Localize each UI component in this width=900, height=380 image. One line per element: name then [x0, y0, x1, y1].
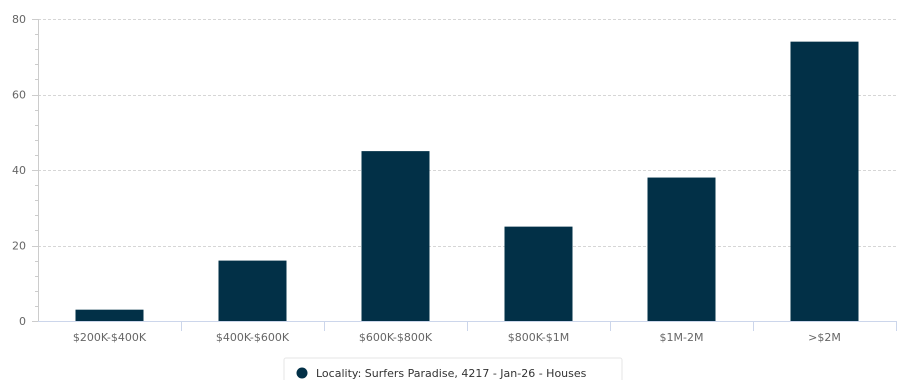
grid-layer: [38, 19, 896, 247]
x-tick-label: $600K-$800K: [359, 331, 433, 344]
x-tick-label: $200K-$400K: [73, 331, 147, 344]
x-tick-label: >$2M: [808, 331, 841, 344]
bar[interactable]: [75, 309, 144, 321]
bar[interactable]: [504, 226, 573, 321]
x-tick-label: $800K-$1M: [508, 331, 570, 344]
legend-label: Locality: Surfers Paradise, 4217 - Jan-2…: [316, 367, 587, 380]
y-tick-label: 0: [19, 315, 26, 328]
x-tick-label: $1M-2M: [660, 331, 704, 344]
x-tick-label: $400K-$600K: [216, 331, 290, 344]
bar[interactable]: [218, 260, 287, 321]
axis-layer: [32, 19, 897, 331]
label-layer: 0 20 40 60 80 $200K-$400K $400K-$600K $600K-$80…: [12, 13, 841, 344]
y-tick-label: 80: [12, 13, 26, 26]
y-tick-label: 20: [12, 240, 26, 253]
y-tick-label: 40: [12, 164, 26, 177]
bar[interactable]: [647, 177, 716, 321]
legend[interactable]: Locality: Surfers Paradise, 4217 - Jan-2…: [283, 357, 623, 380]
legend-marker-icon: [296, 367, 308, 379]
bar-layer: [75, 41, 859, 322]
bar[interactable]: [361, 151, 430, 321]
bar[interactable]: [790, 41, 859, 322]
y-tick-label: 60: [12, 89, 26, 102]
legend-box: [283, 357, 623, 380]
